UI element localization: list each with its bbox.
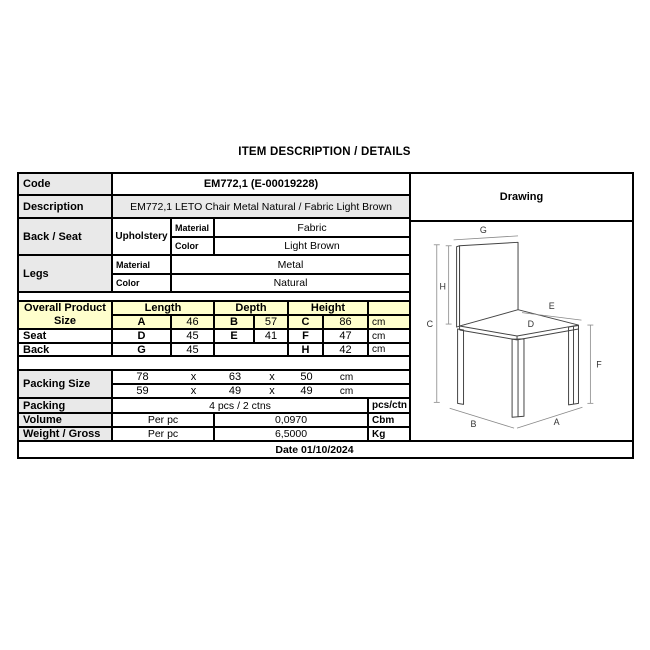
drawing-cell: G H C E D F B A xyxy=(410,221,633,441)
size-header-length: Length xyxy=(112,301,214,315)
chair-seat-top xyxy=(459,309,579,337)
packing-dim-3: 49 xyxy=(300,385,313,397)
size-e-key: E xyxy=(214,329,254,343)
size-h-key: H xyxy=(288,343,323,356)
packing-size-row: 78 x 63 x 50 cm xyxy=(112,370,410,384)
description-value: EM772,1 LETO Chair Metal Natural / Fabri… xyxy=(112,195,410,218)
spec-table: Code EM772,1 (E-00019228) Description EM… xyxy=(17,172,634,459)
size-header-height: Height xyxy=(288,301,368,315)
spacer-row xyxy=(18,356,410,370)
seat-row-unit: cm xyxy=(368,329,410,343)
packing-unit-cell: pcs/ctn xyxy=(368,398,410,413)
description-label: Description xyxy=(18,195,112,218)
dim-label-c: C xyxy=(427,319,434,329)
volume-per-pc: Per pc xyxy=(112,413,214,427)
size-c-key: C xyxy=(288,315,323,329)
dim-label-b: B xyxy=(470,419,476,429)
size-e-value: 41 xyxy=(254,329,288,343)
date-row: Date 01/10/2024 xyxy=(18,441,633,458)
dimension-lines xyxy=(433,235,594,429)
overall-size-label: Overall Product Size xyxy=(18,301,112,329)
page-title: ITEM DESCRIPTION / DETAILS xyxy=(238,146,411,158)
packing-dim-1: 59 xyxy=(136,385,149,397)
back-seat-label: Back / Seat xyxy=(18,218,112,255)
packing-dim-2: 63 xyxy=(228,371,242,383)
size-c-value: 86 xyxy=(323,315,368,329)
chair-leg-left xyxy=(457,328,465,405)
packing-size-label: Packing Size xyxy=(18,370,112,398)
back-seat-material-label: Material xyxy=(171,218,214,237)
dim-label-h: H xyxy=(440,281,446,291)
volume-unit-cell: Cbm xyxy=(368,413,410,427)
volume-label: Volume xyxy=(18,413,112,427)
code-value: EM772,1 (E-00019228) xyxy=(112,173,410,195)
dim-label-f: F xyxy=(596,360,602,370)
size-h-value: 42 xyxy=(323,343,368,356)
size-d-key: D xyxy=(112,329,171,343)
size-g-value: 45 xyxy=(171,343,214,356)
packing-size-row: 59 x 49 x 49 cm xyxy=(112,384,410,398)
packing-x: x xyxy=(269,371,275,383)
overall-size-label-line2: Size xyxy=(53,315,76,327)
back-row-label: Back xyxy=(18,343,112,356)
back-seat-color-value: Light Brown xyxy=(214,237,410,255)
weight-unit-cell: Kg xyxy=(368,427,410,441)
drawing-header: Drawing xyxy=(410,173,633,221)
back-seat-material-value: Fabric xyxy=(214,218,410,237)
dim-label-a: A xyxy=(554,417,560,427)
spacer-row xyxy=(18,292,410,301)
weight-value: 6,5000 xyxy=(214,427,368,441)
back-seat-color-label: Color xyxy=(171,237,214,255)
size-b-key: B xyxy=(214,315,254,329)
code-label: Code xyxy=(18,173,112,195)
legs-color-label: Color xyxy=(112,274,171,292)
size-header-unit xyxy=(368,301,410,315)
dim-label-g: G xyxy=(480,225,487,235)
size-a-value: 46 xyxy=(171,315,214,329)
packing-unit: cm xyxy=(339,371,354,383)
overall-size-label-line1: Overall Product xyxy=(24,302,106,314)
packing-label: Packing xyxy=(18,398,112,413)
size-a-key: A xyxy=(112,315,171,329)
legs-material-value: Metal xyxy=(171,255,410,274)
size-f-value: 47 xyxy=(323,329,368,343)
packing-dim-2: 49 xyxy=(228,385,242,397)
back-row-unit: cm xyxy=(368,343,410,356)
size-row1-unit: cm xyxy=(368,315,410,329)
legs-label: Legs xyxy=(18,255,112,292)
size-header-depth: Depth xyxy=(214,301,288,315)
size-b-value: 57 xyxy=(254,315,288,329)
size-back-depth-blank xyxy=(214,343,288,356)
size-d-value: 45 xyxy=(171,329,214,343)
size-f-key: F xyxy=(288,329,323,343)
packing-x: x xyxy=(269,385,275,397)
dimension-labels: G H C E D F B A xyxy=(427,225,603,429)
dim-label-e: E xyxy=(549,301,555,311)
size-g-key: G xyxy=(112,343,171,356)
packing-x: x xyxy=(190,371,197,383)
seat-row-label: Seat xyxy=(18,329,112,343)
volume-value: 0,0970 xyxy=(214,413,368,427)
packing-x: x xyxy=(190,385,197,397)
packing-unit: cm xyxy=(339,385,354,397)
legs-material-label: Material xyxy=(112,255,171,274)
legs-color-value: Natural xyxy=(171,274,410,292)
dim-label-d: D xyxy=(528,319,534,329)
packing-dim-3: 50 xyxy=(300,371,313,383)
packing-dim-1: 78 xyxy=(136,371,149,383)
upholstery-label: Upholstery xyxy=(112,218,171,255)
chair-drawing: G H C E D F B A xyxy=(427,225,603,429)
weight-per-pc: Per pc xyxy=(112,427,214,441)
weight-label: Weight / Gross xyxy=(18,427,112,441)
packing-value: 4 pcs / 2 ctns xyxy=(112,398,368,413)
